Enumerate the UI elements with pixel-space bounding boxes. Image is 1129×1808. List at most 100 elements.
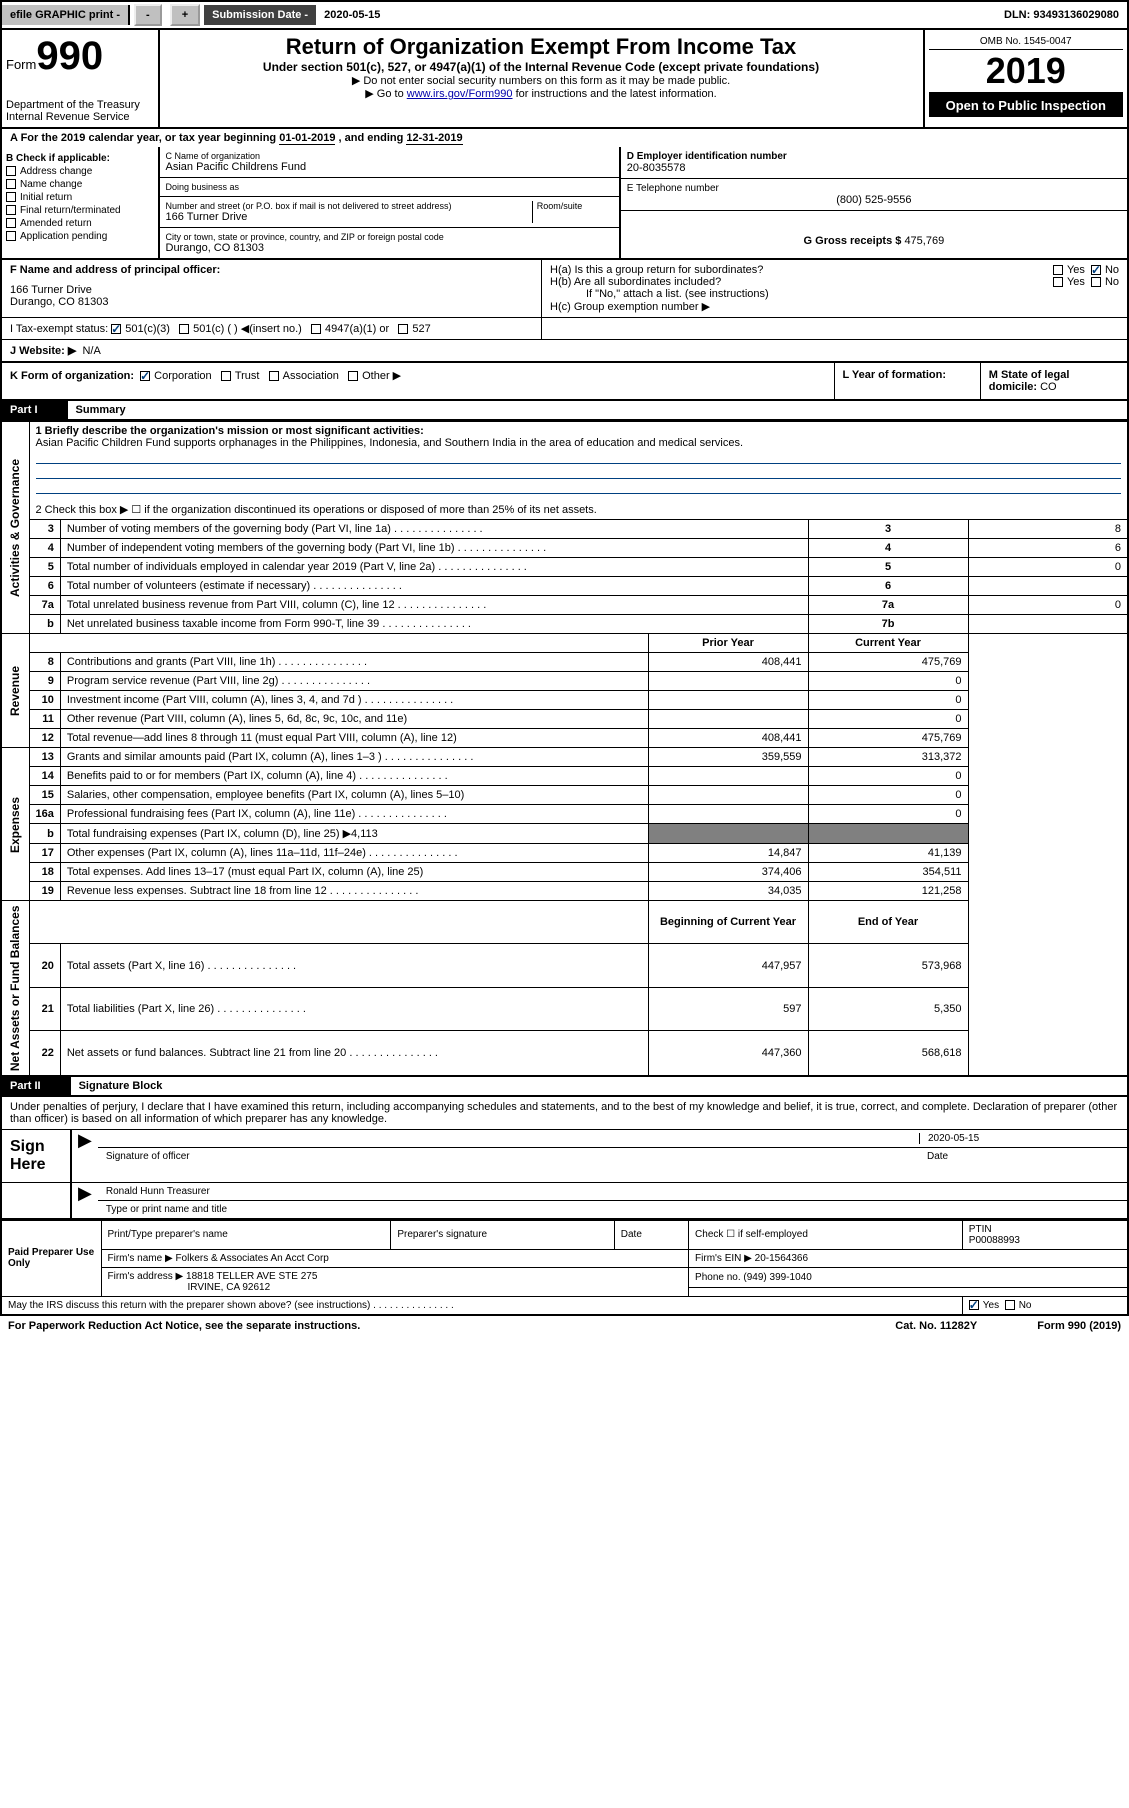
table-row: 7aTotal unrelated business revenue from … (1, 596, 1128, 615)
cb-name-change[interactable]: Name change (6, 179, 154, 190)
officer-name-label: Type or print name and title (98, 1201, 1127, 1218)
org-street: 166 Turner Drive (166, 211, 528, 223)
i-label: I Tax-exempt status: (10, 323, 108, 335)
e-tel-label: E Telephone number (627, 183, 1121, 194)
sig-date-label: Date (919, 1151, 1119, 1162)
form990-link[interactable]: www.irs.gov/Form990 (407, 88, 513, 100)
org-phone: (800) 525-9556 (627, 194, 1121, 206)
table-row: 6Total number of volunteers (estimate if… (1, 577, 1128, 596)
prep-sig-hdr: Preparer's signature (391, 1220, 614, 1249)
top-bar: efile GRAPHIC print - - + Submission Dat… (0, 0, 1129, 30)
hb-yes[interactable]: Yes (1053, 276, 1085, 288)
firm-phone: Phone no. (949) 399-1040 (689, 1267, 1128, 1288)
mission-label: 1 Briefly describe the organization's mi… (36, 425, 1122, 437)
form-title: Return of Organization Exempt From Incom… (164, 34, 919, 60)
firm-addr: Firm's address ▶ 18818 TELLER AVE STE 27… (101, 1267, 689, 1296)
cb-address-change[interactable]: Address change (6, 166, 154, 177)
form-note1: ▶ Do not enter social security numbers o… (164, 74, 919, 87)
line-a-pre: A For the 2019 calendar year, or tax yea… (10, 132, 279, 144)
discuss-yesno[interactable]: Yes No (962, 1296, 1128, 1315)
officer-name: Ronald Hunn Treasurer (98, 1183, 1127, 1201)
table-row: 21Total liabilities (Part X, line 26)597… (1, 987, 1128, 1030)
arrow-icon: ▶ (72, 1130, 98, 1182)
l-label: L Year of formation: (843, 369, 947, 381)
cb-amended[interactable]: Amended return (6, 218, 154, 229)
sig-date: 2020-05-15 (919, 1133, 1119, 1144)
section-abcde: B Check if applicable: Address change Na… (0, 147, 1129, 260)
line2: 2 Check this box ▶ ☐ if the organization… (29, 500, 1128, 520)
table-row: 10Investment income (Part VIII, column (… (1, 691, 1128, 710)
btn-minus[interactable]: - (134, 4, 162, 26)
dln: DLN: 93493136029080 (996, 5, 1127, 25)
cb-app-pending[interactable]: Application pending (6, 231, 154, 242)
line-a: A For the 2019 calendar year, or tax yea… (0, 129, 1129, 147)
tax-year-begin: 01-01-2019 (279, 132, 335, 145)
table-row: 8Contributions and grants (Part VIII, li… (1, 653, 1128, 672)
c-dba-label: Doing business as (166, 182, 613, 192)
i-527[interactable]: 527 (398, 323, 430, 335)
ha-no[interactable]: No (1091, 264, 1119, 276)
org-name: Asian Pacific Childrens Fund (166, 161, 613, 173)
c-addr-label: Number and street (or P.O. box if mail i… (166, 201, 528, 211)
form-word: Form (6, 57, 36, 72)
table-row: 18Total expenses. Add lines 13–17 (must … (1, 863, 1128, 882)
c-city-label: City or town, state or province, country… (166, 232, 613, 242)
sub-date-label: Submission Date - (204, 5, 316, 25)
d-ein-label: D Employer identification number (627, 151, 1121, 162)
table-row: bTotal fundraising expenses (Part IX, co… (1, 824, 1128, 844)
section-j: J Website: ▶ N/A (2, 340, 1127, 361)
part2-header: Part II Signature Block (0, 1077, 1129, 1097)
table-row: 22Net assets or fund balances. Subtract … (1, 1031, 1128, 1076)
prep-check[interactable]: Check ☐ if self-employed (689, 1220, 963, 1249)
ha-yes[interactable]: Yes (1053, 264, 1085, 276)
form-header: Form 990 Department of the Treasury Inte… (0, 30, 1129, 129)
note2-post: for instructions and the latest informat… (513, 88, 717, 100)
section-i: I Tax-exempt status: 501(c)(3) 501(c) ( … (2, 318, 542, 340)
table-row: 4Number of independent voting members of… (1, 539, 1128, 558)
prep-date-hdr: Date (614, 1220, 688, 1249)
firm-ein: Firm's EIN ▶ 20-1564366 (689, 1249, 1128, 1267)
prep-name-hdr: Print/Type preparer's name (101, 1220, 391, 1249)
part2-num: Part II (2, 1077, 71, 1095)
k-assoc[interactable]: Association (269, 370, 339, 382)
table-row: 12Total revenue—add lines 8 through 11 (… (1, 729, 1128, 748)
tax-year-end: 12-31-2019 (406, 132, 462, 145)
k-other[interactable]: Other ▶ (348, 370, 401, 382)
paperwork-notice: For Paperwork Reduction Act Notice, see … (8, 1320, 360, 1332)
section-c: C Name of organization Asian Pacific Chi… (160, 147, 621, 258)
m-label: M State of legal domicile: (989, 369, 1070, 393)
i-501c3[interactable]: 501(c)(3) (111, 323, 170, 335)
c-room-label: Room/suite (537, 201, 613, 211)
cat-no: Cat. No. 11282Y (895, 1320, 977, 1332)
table-row: bNet unrelated business taxable income f… (1, 615, 1128, 634)
state-domicile: CO (1040, 381, 1057, 393)
f-addr2: Durango, CO 81303 (10, 296, 533, 308)
cb-final-return[interactable]: Final return/terminated (6, 205, 154, 216)
k-trust[interactable]: Trust (221, 370, 260, 382)
btn-plus[interactable]: + (170, 4, 200, 26)
table-row: 5Total number of individuals employed in… (1, 558, 1128, 577)
section-f: F Name and address of principal officer:… (2, 260, 542, 318)
i-4947[interactable]: 4947(a)(1) or (311, 323, 389, 335)
form-note2: ▶ Go to www.irs.gov/Form990 for instruct… (164, 87, 919, 100)
line-a-mid: , and ending (335, 132, 406, 144)
part1-num: Part I (2, 401, 68, 419)
i-501c[interactable]: 501(c) ( ) ◀(insert no.) (179, 323, 302, 335)
summary-table: Activities & Governance 1 Briefly descri… (0, 421, 1129, 1077)
hc-label: H(c) Group exemption number ▶ (550, 300, 1119, 313)
cb-initial-return[interactable]: Initial return (6, 192, 154, 203)
form-sub: Under section 501(c), 527, or 4947(a)(1)… (164, 60, 919, 74)
part2-title: Signature Block (71, 1077, 171, 1095)
discuss-question: May the IRS discuss this return with the… (1, 1296, 962, 1315)
table-row: 16aProfessional fundraising fees (Part I… (1, 805, 1128, 824)
efile-label: efile GRAPHIC print - (2, 5, 130, 25)
form-footer: Form 990 (2019) (1037, 1320, 1121, 1332)
table-row: 15Salaries, other compensation, employee… (1, 786, 1128, 805)
hb-no[interactable]: No (1091, 276, 1119, 288)
f-label: F Name and address of principal officer: (10, 264, 533, 276)
j-label: J Website: ▶ (10, 345, 76, 357)
dept-irs: Internal Revenue Service (6, 111, 154, 123)
table-row: 20Total assets (Part X, line 16)447,9575… (1, 944, 1128, 987)
table-row: 17Other expenses (Part IX, column (A), l… (1, 844, 1128, 863)
k-corp[interactable]: Corporation (140, 370, 211, 382)
